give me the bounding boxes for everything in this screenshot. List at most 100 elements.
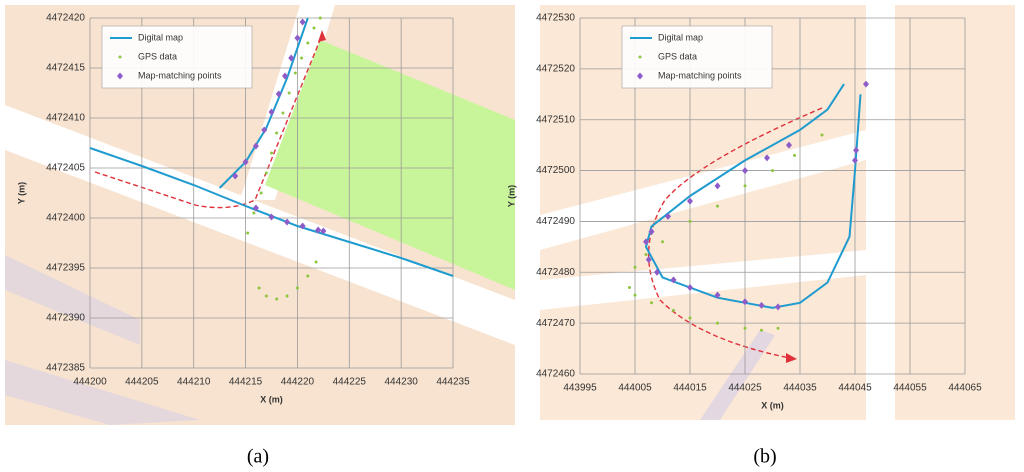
map-matching-point <box>242 158 249 166</box>
legend-label: Map-matching points <box>138 70 222 80</box>
x-tick-label: 444225 <box>333 377 367 388</box>
gps-point <box>306 274 310 278</box>
gps-point <box>633 265 637 269</box>
x-tick-label: 444025 <box>728 383 762 394</box>
map-matching-point <box>294 34 301 42</box>
map-matching-point <box>863 80 869 88</box>
map-matching-point <box>315 226 322 234</box>
x-tick-label: 444230 <box>384 377 418 388</box>
map-matching-point <box>853 146 860 154</box>
y-axis-title: Y (m) <box>506 185 516 207</box>
x-tick-label: 444045 <box>838 383 872 394</box>
x-tick-label: 443995 <box>563 383 597 394</box>
map-matching-point <box>281 72 288 80</box>
x-tick-label: 444200 <box>73 377 107 388</box>
gps-point <box>285 294 289 298</box>
gps-point <box>771 169 774 173</box>
legend-box <box>101 25 253 89</box>
map-matching-point <box>645 256 652 264</box>
gps-point <box>688 219 692 223</box>
y-tick-label: 4472410 <box>46 113 85 124</box>
legend: Digital map GPS data Map-matching points <box>101 25 253 89</box>
y-tick-label: 4472510 <box>536 114 575 125</box>
y-tick-label: 4472490 <box>536 216 575 227</box>
y-tick-label: 4472470 <box>536 318 575 329</box>
panel-label: (a) <box>247 446 269 468</box>
map-matching-point <box>261 126 268 134</box>
map-matching-point <box>252 204 259 212</box>
gps-point <box>776 326 780 330</box>
gps-point <box>264 294 268 298</box>
gps-point <box>306 41 310 45</box>
map-matching-point <box>320 227 327 235</box>
gps-point <box>287 91 291 95</box>
x-tick-label: 444015 <box>673 383 707 394</box>
gps-point <box>252 211 256 215</box>
gps-point <box>264 171 268 175</box>
map-matching-point <box>654 268 660 276</box>
gps-point <box>300 56 304 60</box>
legend: Digital map GPS data Map-matching points <box>621 25 773 89</box>
gps-point <box>633 293 637 297</box>
gps-point <box>628 286 631 290</box>
x-tick-label: 444220 <box>281 377 315 388</box>
map-matching-point <box>742 167 748 175</box>
gps-point <box>688 316 692 320</box>
y-tick-label: 4472395 <box>46 263 85 274</box>
y-tick-label: 4472520 <box>536 63 575 74</box>
gps-point <box>295 286 299 290</box>
legend-symbol <box>117 72 123 80</box>
gps-point <box>661 240 664 244</box>
y-tick-label: 4472420 <box>46 13 85 24</box>
gps-point <box>820 133 824 137</box>
map-matching-point <box>764 154 770 162</box>
gps-point <box>672 308 675 312</box>
x-tick-label: 444205 <box>125 377 159 388</box>
map-matching-point <box>288 54 295 62</box>
legend-symbol <box>637 72 643 80</box>
map-matching-point <box>786 141 792 149</box>
x-axis-title: X (m) <box>761 400 784 410</box>
gps-point <box>275 297 279 301</box>
gps-point <box>743 326 747 330</box>
y-tick-label: 4472385 <box>46 363 85 374</box>
panel-label: (b) <box>753 446 776 468</box>
gps-point <box>650 301 653 305</box>
map-matching-point <box>232 172 239 180</box>
legend-label: Digital map <box>658 32 703 42</box>
legend-label: GPS data <box>138 51 177 61</box>
gps-point <box>293 71 297 75</box>
map-matching-point <box>643 238 649 246</box>
y-tick-label: 4472390 <box>46 313 85 324</box>
legend-symbol <box>638 55 642 59</box>
gps-point <box>793 153 796 157</box>
gps-point <box>743 184 747 188</box>
map-background-b <box>540 5 1015 420</box>
gps-point <box>281 111 285 115</box>
y-tick-label: 4472415 <box>46 63 85 74</box>
gps-point <box>275 131 279 135</box>
x-tick-label: 444065 <box>948 383 982 394</box>
map-matching-point <box>758 301 765 309</box>
gps-point <box>318 16 322 20</box>
x-tick-label: 444005 <box>618 383 652 394</box>
legend-symbol <box>118 55 122 59</box>
x-tick-label: 444055 <box>893 383 927 394</box>
map-matching-point <box>284 218 291 226</box>
map-matching-point <box>648 228 655 236</box>
y-tick-label: 4472500 <box>536 165 575 176</box>
gps-point <box>716 321 719 325</box>
map-matching-point <box>670 276 677 284</box>
y-axis-title: Y (m) <box>16 182 26 204</box>
map-matching-point <box>687 197 693 205</box>
map-matching-point <box>665 212 671 220</box>
map-matching-point <box>714 182 721 190</box>
legend-box <box>621 25 773 89</box>
map-line <box>644 83 862 309</box>
gps-point <box>716 204 719 208</box>
map-matching-point <box>275 90 282 98</box>
map-matching-point <box>714 291 721 299</box>
map-matching-point <box>742 298 748 306</box>
x-tick-label: 444235 <box>436 377 470 388</box>
legend-label: Map-matching points <box>658 70 742 80</box>
